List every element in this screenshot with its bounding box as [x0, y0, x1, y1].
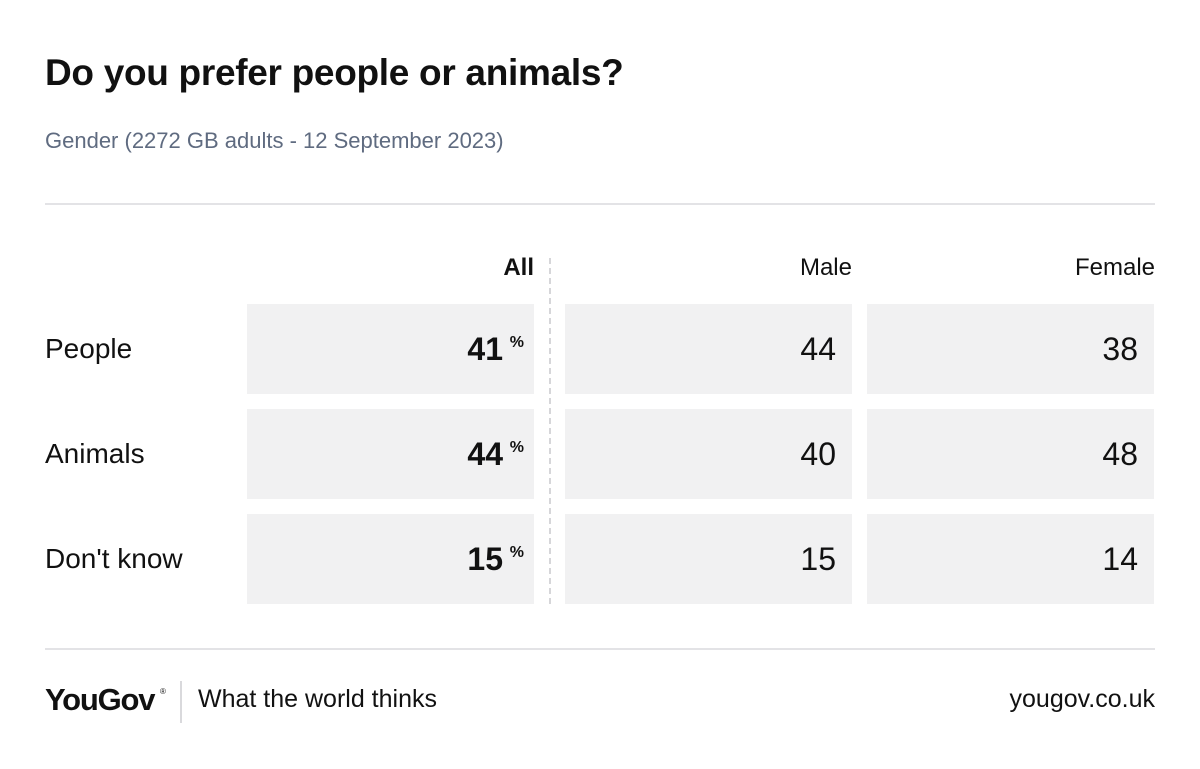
registered-mark: ® [160, 687, 166, 696]
table-cell-all: 44% [247, 409, 534, 499]
footer-separator [180, 681, 182, 723]
top-divider [45, 203, 1155, 205]
row-label: Animals [45, 438, 145, 469]
row-label: People [45, 333, 133, 364]
column-header-female: Female [1074, 254, 1155, 281]
cell-value: 44 [800, 331, 836, 367]
cell-value: 15 [800, 541, 836, 577]
table-cell-male: 44 [565, 304, 852, 394]
cell-value: 48 [1102, 436, 1138, 472]
footer-tagline: What the world thinks [198, 685, 437, 713]
cell-value: 15 [467, 541, 503, 577]
column-header-all: All [503, 254, 534, 281]
table-cell-all: 41% [247, 304, 534, 394]
table-cell-female: 48 [867, 409, 1154, 499]
cell-value: 41 [467, 331, 503, 367]
yougov-logo: YouGov [45, 682, 156, 717]
cell-value: 38 [1102, 331, 1138, 367]
table-cell-male: 40 [565, 409, 852, 499]
table-cell-female: 38 [867, 304, 1154, 394]
footer-site-link[interactable]: yougov.co.uk [1009, 685, 1155, 713]
percent-sign: % [509, 544, 524, 561]
table-cell-female: 14 [867, 514, 1154, 604]
cell-value: 14 [1102, 541, 1138, 577]
chart-title: Do you prefer people or animals? [45, 52, 624, 93]
table-cell-male: 15 [565, 514, 852, 604]
percent-sign: % [509, 334, 524, 351]
cell-value: 40 [800, 436, 836, 472]
row-label: Don't know [45, 543, 183, 574]
column-header-male: Male [799, 254, 852, 281]
bottom-divider [45, 648, 1155, 650]
chart-subtitle: Gender (2272 GB adults - 12 September 20… [45, 128, 504, 153]
column-divider [549, 258, 551, 604]
cell-value: 44 [467, 436, 503, 472]
percent-sign: % [509, 439, 524, 456]
table-cell-all: 15% [247, 514, 534, 604]
